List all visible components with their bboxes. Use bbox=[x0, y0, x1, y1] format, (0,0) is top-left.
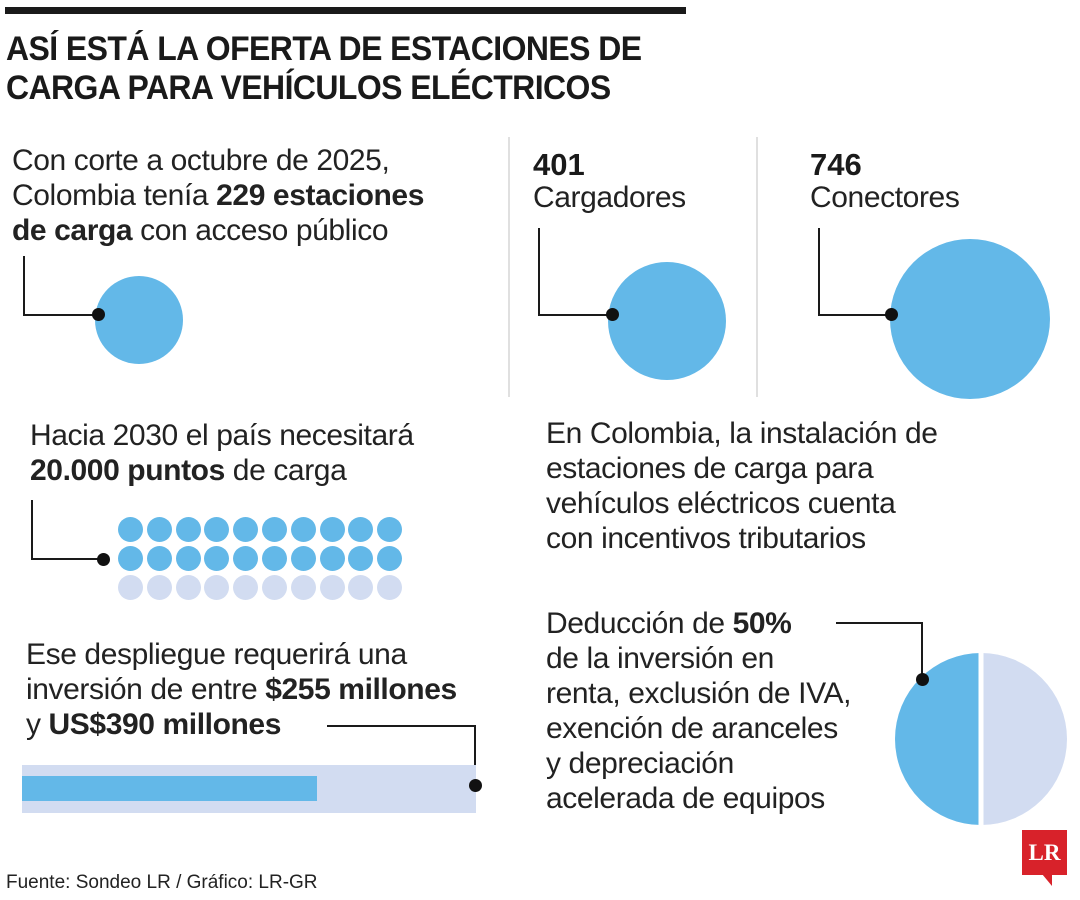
investment-line-3-pre: y bbox=[26, 708, 49, 741]
investment-low-value: $255 millones bbox=[265, 673, 457, 706]
connectors-leader-horizontal bbox=[818, 314, 892, 316]
charging-point-dot-filled bbox=[233, 545, 259, 571]
charging-points-grid bbox=[118, 517, 408, 602]
investment-bar-fill bbox=[22, 776, 318, 801]
stations-leader-vertical bbox=[23, 256, 25, 316]
incentives-line-2: estaciones de carga para bbox=[546, 452, 874, 485]
deduction-line-2: de la inversión en bbox=[546, 642, 774, 675]
deduction-leader-horizontal bbox=[836, 622, 923, 624]
charging-point-dot-empty bbox=[262, 574, 287, 600]
stations-circle bbox=[95, 276, 183, 364]
deduction-line-1-pre: Deducción de bbox=[546, 607, 733, 640]
title-line-1: ASÍ ESTÁ LA OFERTA DE ESTACIONES DE bbox=[6, 30, 642, 68]
lr-logo: LR bbox=[1022, 830, 1067, 875]
stations-leader-dot bbox=[92, 308, 105, 321]
stations-line-3-post: con acceso público bbox=[132, 214, 389, 247]
incentives-line-1: En Colombia, la instalación de bbox=[546, 417, 938, 450]
investment-line-2-pre: inversión de entre bbox=[26, 673, 266, 706]
investment-leader-vertical bbox=[474, 725, 476, 783]
charging-point-dot-empty bbox=[377, 574, 403, 600]
incentives-line-4: con incentivos tributarios bbox=[546, 522, 866, 555]
top-rule bbox=[5, 7, 686, 14]
charging-point-dot-filled bbox=[146, 517, 172, 542]
charging-point-dot-empty bbox=[290, 574, 316, 600]
target-text: Hacia 2030 el país necesitará 20.000 pun… bbox=[30, 418, 510, 488]
page-title: ASÍ ESTÁ LA OFERTA DE ESTACIONES DE CARG… bbox=[6, 30, 664, 108]
title-line-2: CARGA PARA VEHÍCULOS ELÉCTRICOS bbox=[6, 69, 611, 107]
chargers-leader-horizontal bbox=[538, 314, 612, 316]
target-leader-vertical bbox=[31, 500, 33, 560]
lr-logo-tail bbox=[1042, 874, 1052, 886]
charging-point-dot-empty bbox=[146, 574, 172, 600]
charging-point-dot-filled bbox=[377, 517, 403, 542]
separator-1 bbox=[508, 137, 510, 397]
charging-point-dot-filled bbox=[377, 545, 403, 571]
stations-line-3-bold: de carga bbox=[12, 214, 133, 247]
stations-text: Con corte a octubre de 2025, Colombia te… bbox=[12, 143, 512, 248]
charging-point-dot-filled bbox=[348, 545, 374, 571]
charging-point-dot-filled bbox=[348, 517, 374, 542]
deduction-line-5: y depreciación bbox=[546, 747, 734, 780]
investment-bar-track bbox=[22, 765, 476, 813]
charging-point-dot-filled bbox=[262, 517, 287, 542]
incentives-line-3: vehículos eléctricos cuenta bbox=[546, 487, 896, 520]
charging-point-dot-filled bbox=[204, 545, 230, 571]
stations-count: 229 estaciones bbox=[216, 179, 424, 212]
deduction-line-3: renta, exclusión de IVA, bbox=[546, 677, 852, 710]
investment-high-value: US$390 millones bbox=[48, 708, 282, 741]
stations-line-1: Con corte a octubre de 2025, bbox=[12, 144, 390, 177]
chargers-value: 401 bbox=[533, 147, 585, 182]
connectors-leader-dot bbox=[885, 308, 898, 321]
charging-point-dot-empty bbox=[319, 574, 345, 600]
connectors-label: Conectores bbox=[810, 181, 960, 214]
separator-2 bbox=[756, 137, 758, 397]
charging-point-dot-empty bbox=[348, 574, 374, 600]
connectors-value: 746 bbox=[810, 147, 862, 182]
chargers-leader-vertical bbox=[538, 228, 540, 316]
incentives-text: En Colombia, la instalación de estacione… bbox=[546, 416, 1066, 556]
pie-remaining-slice bbox=[981, 653, 1067, 825]
target-leader-horizontal bbox=[31, 558, 103, 560]
charging-point-dot-empty bbox=[118, 574, 143, 600]
source-note: Fuente: Sondeo LR / Gráfico: LR-GR bbox=[6, 872, 318, 893]
deduction-leader-dot bbox=[916, 673, 929, 686]
charging-point-dot-filled bbox=[175, 545, 201, 571]
charging-point-dot-filled bbox=[233, 517, 259, 542]
deduction-pie bbox=[895, 653, 1067, 825]
charging-point-dot-filled bbox=[146, 545, 172, 571]
charging-point-dot-filled bbox=[118, 517, 143, 542]
deduction-text: Deducción de 50% de la inversión en rent… bbox=[546, 606, 886, 816]
investment-leader-horizontal bbox=[327, 725, 476, 727]
charging-point-dot-empty bbox=[204, 574, 230, 600]
target-line-1: Hacia 2030 el país necesitará bbox=[30, 419, 414, 452]
charging-point-dot-filled bbox=[118, 545, 143, 571]
charging-point-dot-filled bbox=[319, 545, 345, 571]
investment-line-1: Ese despliegue requerirá una bbox=[26, 638, 407, 671]
chargers-label: Cargadores bbox=[533, 181, 686, 214]
charging-point-dot-filled bbox=[175, 517, 201, 542]
connectors-circle bbox=[890, 239, 1050, 399]
deduction-line-6: acelerada de equipos bbox=[546, 782, 825, 815]
charging-point-dot-empty bbox=[175, 574, 201, 600]
chargers-circle bbox=[608, 262, 726, 380]
target-leader-dot bbox=[97, 553, 110, 566]
charging-point-dot-filled bbox=[290, 545, 316, 571]
investment-leader-dot bbox=[469, 779, 482, 792]
pie-deduction-slice bbox=[895, 653, 981, 825]
deduction-percent: 50% bbox=[732, 607, 792, 640]
stations-line-2-pre: Colombia tenía bbox=[12, 179, 217, 212]
connectors-leader-vertical bbox=[818, 228, 820, 316]
chargers-leader-dot bbox=[606, 308, 619, 321]
investment-text: Ese despliegue requerirá una inversión d… bbox=[26, 637, 526, 742]
charging-point-dot-filled bbox=[290, 517, 316, 542]
charging-point-dot-empty bbox=[233, 574, 259, 600]
charging-point-dot-filled bbox=[204, 517, 230, 542]
deduction-leader-vertical bbox=[921, 622, 923, 680]
deduction-line-4: exención de aranceles bbox=[546, 712, 838, 745]
stations-leader-horizontal bbox=[23, 314, 99, 316]
target-line-2-post: de carga bbox=[224, 454, 347, 487]
target-count: 20.000 puntos bbox=[30, 454, 225, 487]
charging-point-dot-filled bbox=[319, 517, 345, 542]
charging-point-dot-filled bbox=[262, 545, 287, 571]
